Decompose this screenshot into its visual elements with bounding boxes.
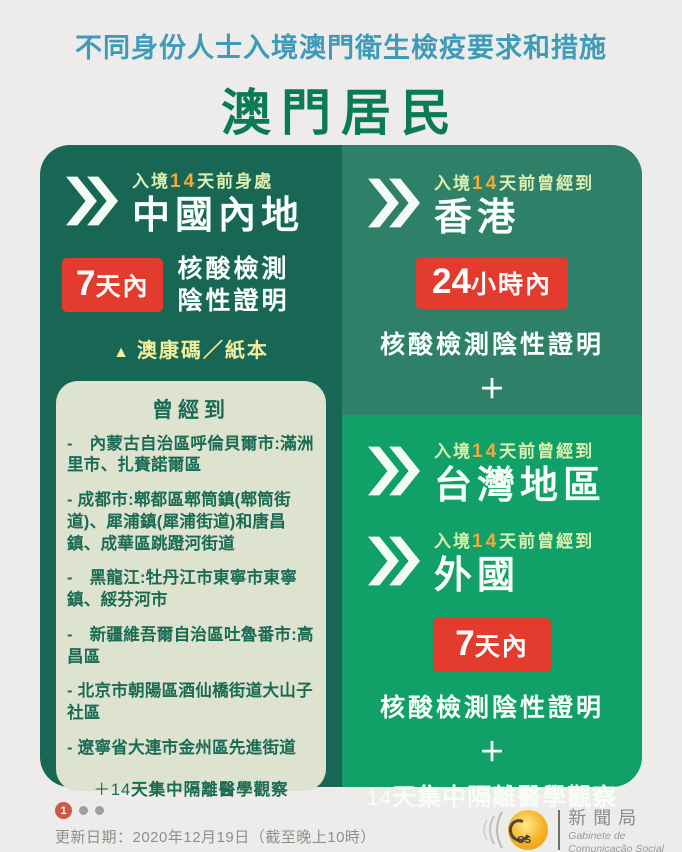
hongkong-header-text: 入境14天前曾經到 香港	[434, 169, 594, 243]
logo-name-portuguese-line2: Comunicação Social	[568, 843, 664, 852]
logo-name-portuguese-line1: Gabinete de	[568, 830, 626, 842]
extra-measure-prefix: ＋14	[93, 780, 132, 799]
footer-left: 1 更新日期：2020年12月19日（截至晚上10時）	[55, 802, 376, 847]
region-name: 台灣地區	[434, 465, 607, 507]
time-limit-badge: 7天內	[62, 258, 164, 312]
foreign-pre-line: 入境14天前曾經到	[434, 527, 594, 553]
requirement-text: 核酸檢測陰性證明	[379, 330, 604, 359]
logo-name-chinese: 新聞局	[568, 808, 644, 828]
right-column: 入境14天前曾經到 香港 24小時內 核酸檢測陰性證明 ＋ 14天集中隔離醫學觀…	[342, 145, 642, 811]
page-indicator: 1	[55, 802, 376, 819]
pre-prefix: 入境	[132, 172, 170, 191]
requirement-text: 核酸檢測陰性證明	[379, 694, 604, 722]
hongkong-pre-line: 入境14天前曾經到	[434, 169, 594, 195]
logo-divider	[558, 810, 561, 851]
mainland-header: 入境14天前身處 中國內地	[40, 167, 342, 241]
page-subtitle: 澳門居民	[221, 85, 461, 141]
pre-suffix: 天前身處	[197, 172, 274, 191]
plus-sign: ＋	[478, 373, 505, 404]
pre-prefix: 入境	[434, 442, 472, 461]
badge-number: 7	[455, 624, 475, 663]
double-chevron-icon	[368, 178, 420, 228]
badge-unit: 小時內	[470, 270, 552, 299]
quarantine-text: 天集中隔離醫學觀察	[392, 784, 618, 811]
region-name: 香港	[434, 197, 521, 239]
hongkong-badge-wrap: 24小時內	[342, 256, 642, 309]
taiwan-pre-line: 入境14天前曾經到	[434, 437, 606, 463]
quarantine-days-number: 14	[366, 787, 393, 810]
taiwan-header-text: 入境14天前曾經到 台灣地區	[434, 437, 606, 511]
visited-list-item: - 北京市朝陽區酒仙橋街道大山子社區	[67, 682, 313, 723]
badge-number: 7	[76, 264, 96, 303]
mainland-requirement: 7天內 核酸檢測 陰性證明	[62, 253, 342, 318]
logo-acronym: CS	[517, 835, 532, 847]
time-limit-badge: 24小時內	[416, 256, 568, 309]
requirement-text: 核酸檢測 陰性證明	[177, 253, 289, 318]
badge-unit: 天內	[474, 633, 529, 661]
footer: 1 更新日期：2020年12月19日（截至晚上10時） CS 新聞局 Gabin…	[0, 798, 682, 852]
health-code-note: ▲ 澳康碼／紙本	[40, 334, 342, 363]
pre-suffix: 天前曾經到	[499, 531, 595, 551]
panels-board: 入境14天前身處 中國內地 7天內 核酸檢測 陰性證明 ▲ 澳康碼／紙本 曾經到	[40, 145, 642, 811]
gcs-logo: CS 新聞局 Gabinete de Comunicação Social	[480, 804, 664, 852]
double-chevron-icon	[368, 536, 420, 585]
pre-prefix: 入境	[434, 174, 472, 193]
up-triangle-icon: ▲	[113, 343, 131, 361]
visited-list-item: - 成都市:郫都區郫筒鎮(郫筒街道)、犀浦鎮(犀浦街道)和唐昌鎮、成華區跳蹬河街…	[67, 491, 291, 553]
gcs-emblem-icon: CS	[505, 810, 549, 851]
panel-mainland-china: 入境14天前身處 中國內地 7天內 核酸檢測 陰性證明 ▲ 澳康碼／紙本 曾經到	[40, 145, 342, 799]
double-chevron-icon	[66, 176, 118, 226]
logo-waves-icon	[483, 811, 504, 849]
page-dot[interactable]	[79, 806, 88, 815]
pre-prefix: 入境	[434, 531, 472, 551]
hongkong-header: 入境14天前曾經到 香港	[342, 169, 642, 243]
visited-list-item: - 黑龍江:牡丹江市東寧市東寧鎮、綏芬河市	[67, 569, 297, 610]
requirement-line2: 陰性證明	[177, 287, 290, 315]
badge-number: 24	[432, 261, 471, 301]
pre-days-number: 14	[472, 441, 500, 462]
page-title: 不同身份人士入境澳門衛生檢疫要求和措施	[75, 33, 607, 63]
requirement-line1: 核酸檢測	[177, 254, 290, 283]
panel-taiwan-foreign: 入境14天前曾經到 台灣地區 入境14天前曾經到 外國	[342, 415, 642, 811]
visited-extra-measure: ＋14天集中隔離醫學觀察	[67, 776, 315, 800]
visited-list-item: - 新疆維吾爾自治區吐魯番市:高昌區	[67, 625, 314, 666]
pre-days-number: 14	[472, 173, 500, 194]
region-name: 外國	[434, 554, 521, 597]
time-limit-badge: 7天內	[433, 618, 551, 672]
extra-measure-text: 天集中隔離醫學觀察	[131, 780, 289, 799]
pre-days-number: 14	[170, 171, 198, 192]
taiwan-foreign-badge-wrap: 7天內	[342, 618, 642, 672]
pre-days-number: 14	[472, 530, 500, 552]
logo-text: 新聞局 Gabinete de Comunicação Social	[568, 804, 664, 852]
update-date: 更新日期：2020年12月19日（截至晚上10時）	[55, 829, 376, 846]
mainland-pre-line: 入境14天前身處	[132, 167, 304, 193]
double-chevron-icon	[368, 446, 420, 496]
visited-areas-box: 曾經到 - 內蒙古自治區呼倫貝爾市:滿洲里市、扎賚諾爾區 - 成都市:郫都區郫筒…	[56, 380, 326, 799]
badge-unit: 天內	[95, 273, 150, 301]
plus-sign: ＋	[478, 737, 505, 767]
pre-suffix: 天前曾經到	[499, 174, 595, 193]
pre-suffix: 天前曾經到	[499, 442, 595, 461]
panel-hong-kong: 入境14天前曾經到 香港 24小時內 核酸檢測陰性證明 ＋ 14天集中隔離醫學觀…	[342, 145, 642, 448]
page-dot[interactable]	[95, 806, 104, 815]
page-dot-active[interactable]: 1	[55, 802, 72, 819]
visited-box-title: 曾經到	[152, 398, 230, 422]
taiwan-header: 入境14天前曾經到 台灣地區	[342, 437, 642, 511]
foreign-header-text: 入境14天前曾經到 外國	[434, 527, 594, 601]
foreign-header: 入境14天前曾經到 外國	[342, 527, 642, 601]
mainland-header-text: 入境14天前身處 中國內地	[132, 167, 304, 241]
health-code-note-text: 澳康碼／紙本	[136, 339, 269, 362]
visited-list-item: - 遼寧省大連市金州區先進街道	[67, 738, 297, 757]
visited-list-item: - 內蒙古自治區呼倫貝爾市:滿洲里市、扎賚諾爾區	[67, 434, 314, 475]
region-name: 中國內地	[132, 195, 305, 237]
quarantine-measure: 14天集中隔離醫學觀察	[342, 777, 642, 812]
